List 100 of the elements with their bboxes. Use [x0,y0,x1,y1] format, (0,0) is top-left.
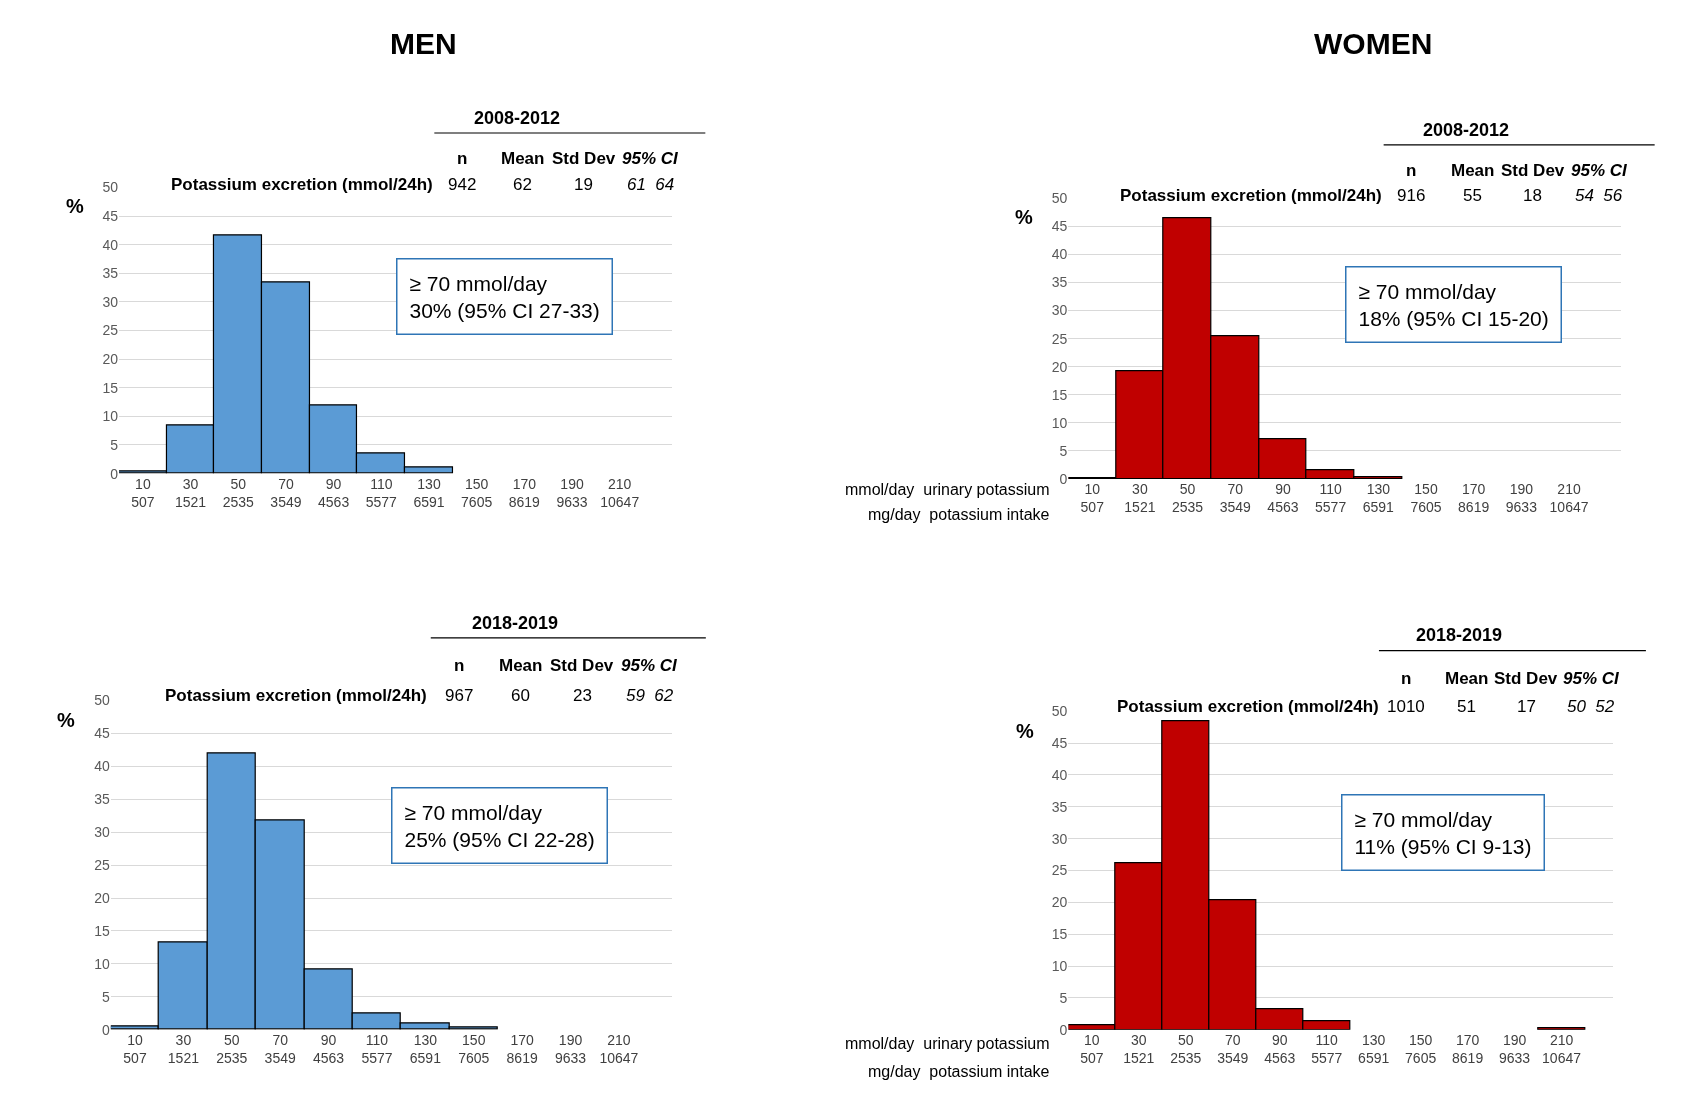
y-tick-label: 35 [102,265,119,282]
y-tick-label: 45 [1051,734,1068,751]
annotation: 51 [1457,697,1476,716]
x-tick-label: 170 8619 [508,475,541,510]
text: 95% CI [1563,669,1621,688]
x-tick-label: 210 10647 [599,1031,639,1066]
annotation: 23 [573,686,592,705]
x-tick-label: 70 3549 [1219,481,1252,516]
text: Std Dev [1494,669,1558,688]
y-tick-label: 20 [1051,358,1068,375]
x-tick-label: 130 6591 [409,1031,442,1066]
y-tick-label: 15 [1051,386,1068,403]
text: Mean [501,149,545,168]
y-axis-title: % [66,195,84,217]
x-tick-label: 10 507 [131,475,155,510]
annotation: ≥ 70 mmol/day 30% (95% CI 27-33) [409,271,600,322]
annotation: 62 [513,175,532,194]
y-tick-label: 35 [1051,798,1068,815]
annotation: 50 52 [1567,697,1615,716]
x-tick-label: 170 8619 [1452,1031,1484,1066]
y-tick-label: 35 [94,791,111,808]
annotation: 1010 [1387,697,1425,716]
x-tick-label: 190 9633 [1499,1031,1531,1066]
x-tick-label: 50 2535 [1170,1031,1202,1066]
x-tick-label: 90 4563 [312,1031,345,1066]
annotation: 967 [445,686,474,705]
x-tick-label: 70 3549 [1217,1031,1249,1066]
y-tick-label: 5 [1059,989,1068,1006]
y-tick-label: 10 [94,955,111,972]
x-tick-label: 210 10647 [1549,481,1589,516]
y-tick-label: 5 [1059,442,1068,459]
y-tick-label: 50 [1051,190,1068,207]
text: Mean [499,656,543,675]
chart-title: WOMEN [1314,27,1433,60]
y-axis-title: % [1016,720,1034,742]
text: n [1406,161,1417,180]
x-tick-label: 90 4563 [318,475,350,510]
x-tick-label: 30 1521 [1123,1031,1155,1066]
y-tick-label: 15 [102,379,119,396]
x-tick-label: 110 5577 [361,1031,393,1066]
x-tick-label: 210 10647 [600,475,640,510]
y-tick-label: 30 [102,293,119,310]
annotation: 55 [1463,186,1482,205]
y-tick-label: 20 [94,889,111,906]
annotation: 59 62 [626,686,674,705]
x-tick-label: 150 7605 [458,1031,490,1066]
x-tick-label: 30 1521 [1124,481,1156,516]
text: mmol/day urinary potassium [845,481,1050,498]
y-tick-label: 25 [102,322,119,339]
x-tick-label: 70 3549 [270,475,302,510]
y-axis-title: % [57,709,75,731]
annotation: Potassium excretion (mmol/24h) [171,175,433,194]
x-tick-label: 30 1521 [175,475,207,510]
x-tick-label: 50 2535 [216,1031,248,1066]
text: n [454,656,465,675]
chart-subtitle: 2008-2012 [474,108,561,128]
x-tick-label: 190 9633 [1505,481,1538,516]
annotation: Potassium excretion (mmol/24h) [165,686,427,705]
chart-subtitle: 2018-2019 [472,613,559,633]
text: n [457,149,468,168]
y-tick-label: 5 [102,988,111,1005]
text: Mean [1445,669,1489,688]
x-tick-label: 50 2535 [222,475,255,510]
y-tick-label: 0 [102,1021,111,1038]
annotation: ≥ 70 mmol/day 11% (95% CI 9-13) [1354,807,1532,858]
x-tick-label: 90 4563 [1267,481,1299,516]
annotation: 17 [1517,697,1536,716]
y-tick-label: 15 [1051,926,1068,943]
y-axis-title: % [1015,206,1033,228]
text: mg/day potassium intake [868,1063,1050,1080]
annotation: 60 [511,686,530,705]
text: Std Dev [550,656,614,675]
x-tick-label: 90 4563 [1264,1031,1296,1066]
y-tick-label: 30 [1051,830,1068,847]
x-tick-label: 30 1521 [167,1031,200,1066]
y-tick-label: 45 [94,725,111,742]
y-tick-label: 45 [102,207,119,224]
y-tick-label: 25 [1051,862,1068,879]
chart-subtitle: 2018-2019 [1416,625,1503,645]
y-tick-label: 0 [1059,470,1068,487]
x-tick-label: 110 5577 [365,475,398,510]
annotation: Potassium excretion (mmol/24h) [1120,186,1382,205]
annotation: 916 [1397,186,1426,205]
y-tick-label: 20 [102,351,119,368]
x-tick-label: 150 7605 [461,475,493,510]
x-tick-label: 130 6591 [413,475,445,510]
y-tick-label: 5 [110,436,119,453]
y-tick-label: 30 [94,824,111,841]
text: n [1401,669,1412,688]
y-tick-label: 10 [1051,957,1068,974]
chart-title: MEN [390,27,457,60]
text: mmol/day urinary potassium [845,1035,1050,1052]
y-tick-label: 0 [110,465,119,482]
y-tick-label: 40 [1051,246,1068,263]
x-tick-label: 10 507 [1080,1031,1104,1066]
y-tick-label: 40 [102,236,119,253]
x-tick-label: 150 7605 [1405,1031,1437,1066]
text: Std Dev [552,149,616,168]
x-tick-label: 170 8619 [1458,481,1490,516]
y-tick-label: 45 [1051,218,1068,235]
